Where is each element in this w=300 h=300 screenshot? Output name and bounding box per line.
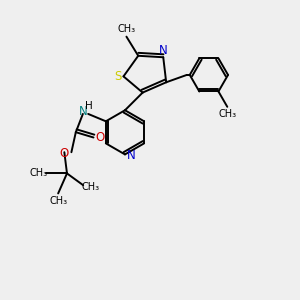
Text: CH₃: CH₃ — [30, 168, 48, 178]
Text: N: N — [127, 149, 135, 162]
Text: CH₃: CH₃ — [218, 109, 236, 119]
Text: CH₃: CH₃ — [82, 182, 100, 192]
Text: H: H — [85, 101, 93, 111]
Text: O: O — [95, 131, 105, 144]
Text: O: O — [60, 148, 69, 160]
Text: N: N — [159, 44, 168, 57]
Text: N: N — [79, 105, 87, 118]
Text: CH₃: CH₃ — [117, 24, 136, 34]
Text: CH₃: CH₃ — [49, 196, 67, 206]
Text: S: S — [114, 70, 121, 83]
